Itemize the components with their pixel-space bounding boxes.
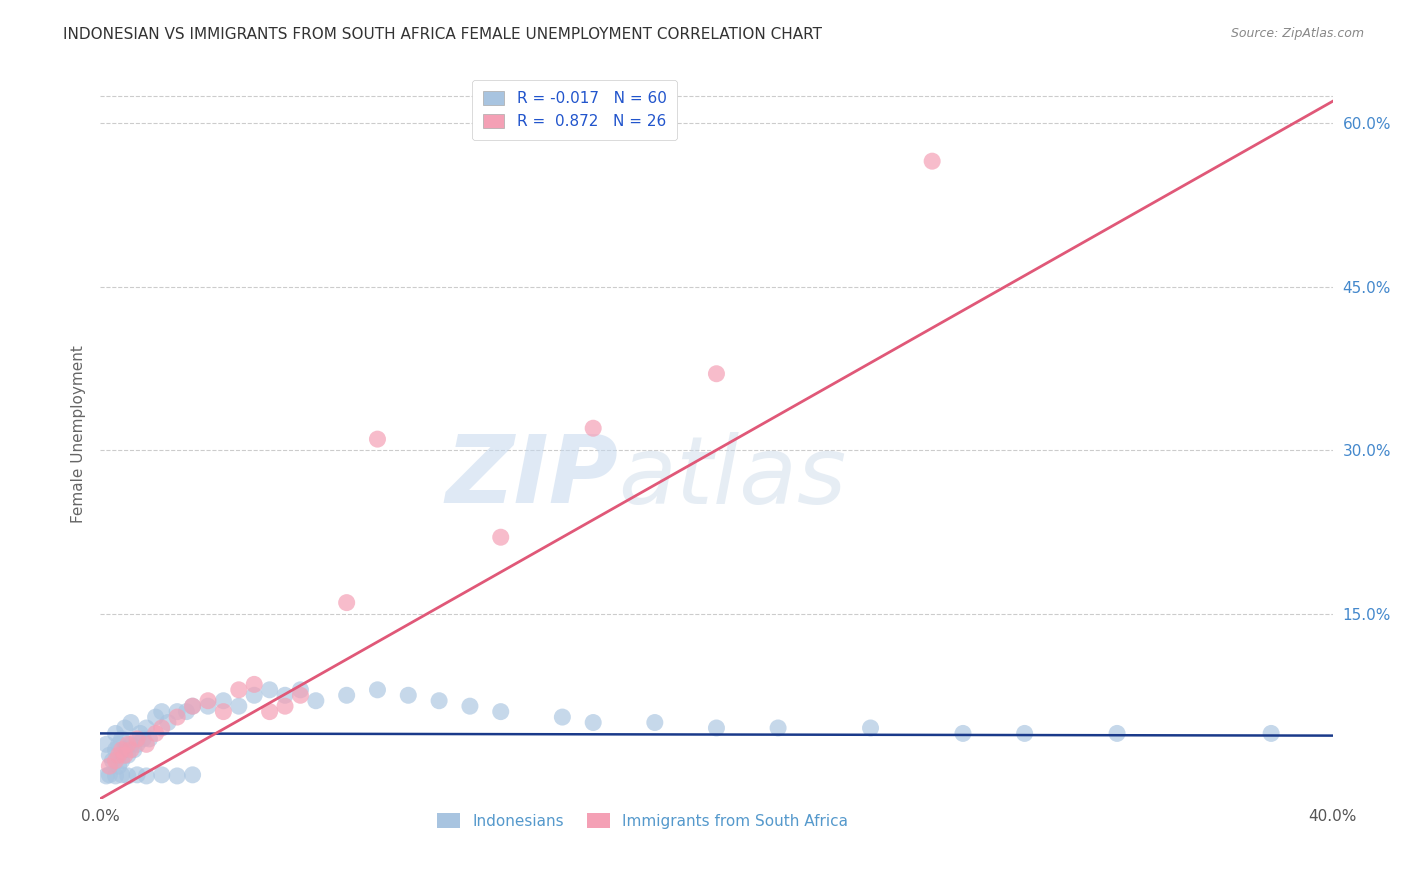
Point <box>101 754 124 768</box>
Point <box>104 754 127 768</box>
Text: INDONESIAN VS IMMIGRANTS FROM SOUTH AFRICA FEMALE UNEMPLOYMENT CORRELATION CHART: INDONESIAN VS IMMIGRANTS FROM SOUTH AFRI… <box>63 27 823 42</box>
Point <box>111 768 134 782</box>
Point <box>197 694 219 708</box>
Point <box>114 743 136 757</box>
Point <box>138 731 160 746</box>
Point <box>212 694 235 708</box>
Point <box>1260 726 1282 740</box>
Point <box>145 710 167 724</box>
Point <box>120 715 142 730</box>
Point <box>259 705 281 719</box>
Point <box>305 694 328 708</box>
Point <box>859 721 882 735</box>
Point <box>366 682 388 697</box>
Point <box>107 737 129 751</box>
Point <box>98 768 121 782</box>
Point <box>336 596 359 610</box>
Point <box>1105 726 1128 740</box>
Point <box>197 699 219 714</box>
Point <box>127 737 149 751</box>
Point <box>120 737 142 751</box>
Point <box>489 705 512 719</box>
Point <box>274 699 297 714</box>
Point <box>181 699 204 714</box>
Point <box>96 737 118 751</box>
Point <box>114 748 136 763</box>
Point <box>104 726 127 740</box>
Point <box>166 769 188 783</box>
Point <box>156 715 179 730</box>
Point <box>396 688 419 702</box>
Point <box>114 721 136 735</box>
Point <box>107 759 129 773</box>
Point <box>127 768 149 782</box>
Point <box>122 743 145 757</box>
Point <box>274 688 297 702</box>
Point <box>706 367 728 381</box>
Point <box>366 432 388 446</box>
Point <box>150 768 173 782</box>
Point <box>243 688 266 702</box>
Point <box>706 721 728 735</box>
Point <box>104 743 127 757</box>
Point <box>98 748 121 763</box>
Point <box>104 769 127 783</box>
Point <box>551 710 574 724</box>
Point <box>921 154 943 169</box>
Point <box>259 682 281 697</box>
Point <box>117 737 139 751</box>
Point <box>766 721 789 735</box>
Point <box>135 721 157 735</box>
Point <box>166 710 188 724</box>
Point <box>96 769 118 783</box>
Point <box>135 769 157 783</box>
Point <box>582 715 605 730</box>
Point <box>336 688 359 702</box>
Point <box>290 688 312 702</box>
Point <box>212 705 235 719</box>
Point <box>644 715 666 730</box>
Point <box>150 721 173 735</box>
Y-axis label: Female Unemployment: Female Unemployment <box>72 344 86 523</box>
Point <box>111 731 134 746</box>
Point <box>427 694 450 708</box>
Point <box>582 421 605 435</box>
Point <box>117 748 139 763</box>
Point <box>1014 726 1036 740</box>
Point <box>127 731 149 746</box>
Text: ZIP: ZIP <box>444 432 617 524</box>
Point <box>290 682 312 697</box>
Point <box>228 682 250 697</box>
Point <box>107 748 129 763</box>
Point <box>952 726 974 740</box>
Point <box>132 731 155 746</box>
Point <box>243 677 266 691</box>
Point <box>181 768 204 782</box>
Text: Source: ZipAtlas.com: Source: ZipAtlas.com <box>1230 27 1364 40</box>
Point <box>111 743 134 757</box>
Text: atlas: atlas <box>617 432 846 523</box>
Point <box>120 743 142 757</box>
Point <box>145 726 167 740</box>
Point <box>117 769 139 783</box>
Point <box>176 705 198 719</box>
Point <box>166 705 188 719</box>
Point <box>135 737 157 751</box>
Point <box>129 726 152 740</box>
Point <box>150 705 173 719</box>
Point <box>111 754 134 768</box>
Point <box>489 530 512 544</box>
Point <box>228 699 250 714</box>
Legend: Indonesians, Immigrants from South Africa: Indonesians, Immigrants from South Afric… <box>432 807 853 835</box>
Point <box>181 699 204 714</box>
Point <box>458 699 481 714</box>
Point <box>98 759 121 773</box>
